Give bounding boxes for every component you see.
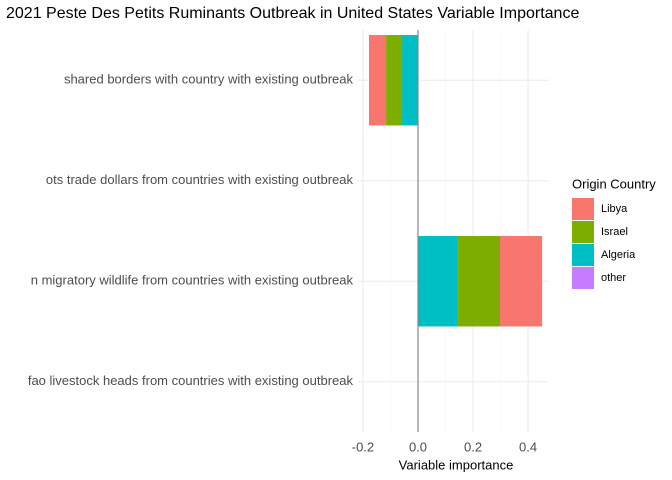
x-tick-label: 0.0	[409, 439, 427, 454]
legend-label: Algeria	[601, 249, 636, 261]
legend-key	[572, 267, 594, 289]
y-tick-label: shared borders with country with existin…	[64, 72, 354, 87]
legend-key	[572, 244, 594, 266]
bar-segment	[386, 35, 403, 126]
y-tick-label: ots trade dollars from countries with ex…	[46, 172, 354, 187]
bar-segment	[417, 236, 458, 327]
bar-segment	[500, 236, 543, 327]
y-tick-label: n migratory wildlife from countries with…	[31, 273, 354, 288]
bar-segment	[402, 35, 418, 126]
x-tick-label: 0.4	[519, 439, 537, 454]
legend-label: other	[601, 272, 626, 284]
legend-label: Libya	[601, 203, 628, 215]
legend-label: Israel	[601, 226, 628, 238]
x-tick-label: 0.2	[464, 439, 482, 454]
y-tick-label: fao livestock heads from countries with …	[28, 373, 354, 388]
bar-segment	[369, 35, 387, 126]
x-axis-label: Variable importance	[399, 457, 514, 472]
chart-title: 2021 Peste Des Petits Ruminants Outbreak…	[6, 5, 579, 22]
bar-segment	[457, 236, 501, 327]
x-tick-label: -0.2	[352, 439, 374, 454]
legend-title: Origin Country	[572, 176, 656, 191]
legend-key	[572, 221, 594, 243]
legend-key	[572, 198, 594, 220]
